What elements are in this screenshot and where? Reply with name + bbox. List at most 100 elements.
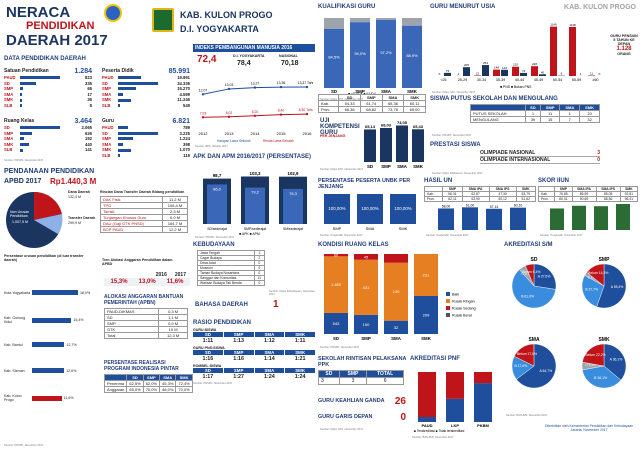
pie-slice	[603, 343, 627, 381]
under-s1-bar	[376, 18, 396, 20]
x-tick-label: SMK	[421, 336, 432, 341]
pnf-title: AKREDITASI PNF	[410, 356, 460, 362]
legend-label: ■ APK ■ APM	[239, 232, 260, 236]
non-pns-bar	[501, 69, 508, 76]
stat-value: 549	[183, 102, 190, 108]
kebudayaan-section: KEBUDAYAAN Jawa Tengah 1 Cagar Budaya 2 Desa…	[193, 242, 315, 296]
table-cell: 12,2 M	[161, 226, 189, 233]
kab-label: Kab. Bantul	[4, 342, 23, 347]
x-tick-label: PAUD	[421, 423, 432, 428]
tren-value-2: 13,0%	[138, 279, 156, 285]
kab-label: Kab. Kulon Progo	[4, 394, 22, 402]
transfer-slice	[34, 191, 62, 220]
un-bar	[486, 208, 502, 230]
iiun-bar	[594, 206, 608, 230]
pie-slice	[533, 263, 557, 290]
x-tick-label: ≥60	[593, 78, 599, 82]
legend-label: Rusak Ringan	[452, 300, 475, 304]
guru-keahlian-value: 26	[394, 396, 406, 407]
prestasi-source: Sumber: Ditjen Dikdasmen, November 2017	[432, 172, 483, 175]
x-tick-label: SMK	[413, 164, 424, 169]
stat-value: 626	[85, 130, 92, 136]
stat-bar	[20, 126, 60, 130]
table-row: Prov. 62,11 63,90 50,12 51,62	[423, 196, 537, 202]
legend-label: Rerata Lama Sekolah	[263, 139, 294, 143]
terakreditasi-bar	[474, 383, 492, 422]
tren-block: 2016 2017 15,3% 13,0% 11,6%	[104, 272, 190, 286]
rasio-rombel-label: ROMBEL:SISWA	[193, 364, 222, 368]
guru-label: Guru	[102, 118, 114, 124]
pendanaan-source: Sumber: PDSPK, November 2017	[4, 444, 44, 447]
x-tick-label: SD	[367, 164, 373, 169]
guru-usia-section: GURU MENURUT USIA KAB. KULON PROGO 0 73 <2…	[430, 4, 638, 96]
rasio-section: RASIO PENDIDIKAN GURU:SISWA SD SMP SMA SMK 1…	[193, 320, 315, 450]
unbk-bar-chart: 100,00% SMP 100,00% SMA 100,00% SMK	[324, 194, 416, 231]
pns-bar	[493, 69, 500, 76]
x-tick-label: SD	[331, 89, 337, 94]
table-row: SD SMP SMA SMK	[103, 374, 193, 381]
non-pns-label: 0	[599, 72, 601, 76]
pnf-section: AKREDITASI PNF PAUD LKP PKBM ■ Terakreditas…	[410, 356, 502, 450]
x-tick-label: SMK	[407, 89, 418, 94]
pns-label: 148	[494, 66, 499, 70]
stat-bar	[20, 87, 24, 91]
stat-row: SLB 119	[102, 153, 190, 159]
ukg-subtitle: PER JENJANG	[320, 134, 346, 138]
table-cell: 12,3 M	[158, 332, 188, 339]
legend-swatch	[446, 313, 450, 317]
kondisi-segment	[384, 254, 408, 263]
stat-bar	[20, 76, 60, 80]
rincian-table: DAK Fisik 11,2 M TPG 106,4 M Tamsil 2,3 M Tunj…	[100, 196, 189, 233]
kondisi-label: 150	[363, 322, 370, 327]
kondisi-label: 1.460	[331, 282, 342, 287]
ukg-bar	[412, 129, 424, 162]
apbd-label: APBD 2017	[4, 178, 42, 185]
guru-usia-badge: KAB. KULON PROGO	[564, 4, 636, 11]
stat-bar	[20, 143, 29, 147]
kab-value: 11,6%	[63, 396, 74, 400]
hasil-un-section: HASIL UN SMP SMA IPA SMA IPS SMK Kab. 56,31 62…	[423, 178, 537, 240]
non-urusan-value: 1.007,9 M	[12, 220, 28, 224]
rasio-value: 1:24	[263, 374, 275, 380]
rasio-pns-label: GURU PNS:SISWA	[193, 346, 225, 350]
ukg-title: UJI KOMPETENSI GURU	[320, 118, 360, 136]
pns-label: 1146	[550, 23, 557, 27]
stat-value: 823	[85, 75, 92, 80]
table-row: Tunjangan Khusus Guru 0,0 M	[100, 214, 189, 221]
rasio-value: 1:16	[233, 356, 245, 362]
ppk-table: SD SMP TOTAL 3 3 6	[318, 370, 404, 385]
rasio-header: SMP	[223, 368, 254, 373]
table-cell: 65,0%	[126, 386, 144, 393]
pns-label: 215	[513, 63, 518, 67]
pensiun-note: GURU PENSIUN 5 TAHUN KE DEPAN 1.128 ORAN…	[610, 34, 638, 56]
unbk-source: Sumber: Puspendik, November 2017	[320, 234, 363, 237]
pie-slice	[582, 365, 622, 389]
kondisi-segment	[324, 312, 348, 334]
tidak-bar	[474, 372, 492, 384]
ipm-line-chart: 12,07 13,03 13,27 13,36 13,37 Tahun 7,93 8,02 8…	[199, 81, 313, 143]
hasil-un-title: HASIL UN	[424, 178, 453, 184]
prestasi-row: OLIMPIADE NASIONAL 3	[480, 150, 600, 157]
un-table: SMP SMA IPA SMA IPS SMK Kab. 56,31 62,87 47,30 5…	[423, 186, 537, 202]
rasio-row: SD SMP SMA SMK 1:16 1:16 1:14 1:21	[193, 350, 315, 362]
data-label: 13,03	[225, 83, 234, 87]
data-point	[227, 115, 231, 118]
unbk-label: 100,00%	[328, 206, 345, 211]
un-bar	[438, 208, 454, 230]
kondisi-label: 431	[363, 285, 370, 290]
kondisi-label: 45	[364, 254, 369, 259]
prestasi-label: OLIMPIADE INTERNASIONAL	[480, 157, 551, 163]
table-cell: 70,0%	[175, 386, 193, 393]
header-title-3: DAERAH 2017	[6, 32, 108, 49]
table-cell: 62,11	[442, 196, 463, 202]
non-pns-label: 40	[541, 70, 545, 74]
kualifikasi-section: KUALIFIKASI GURU 84,5% SD 94,0% SMP 97,2% SMA…	[318, 4, 428, 104]
apk-title: APK DAN APM 2016/2017 (persentase)	[193, 154, 312, 160]
stat-value: 192	[85, 136, 92, 142]
stat-bar	[118, 87, 136, 91]
pie-title: SMK	[598, 337, 610, 343]
stat-bar	[118, 126, 128, 130]
ipm-diy-value: 78,4	[237, 60, 251, 67]
iiun-bar	[572, 205, 586, 230]
stat-row: SMA 4.599	[102, 92, 190, 98]
